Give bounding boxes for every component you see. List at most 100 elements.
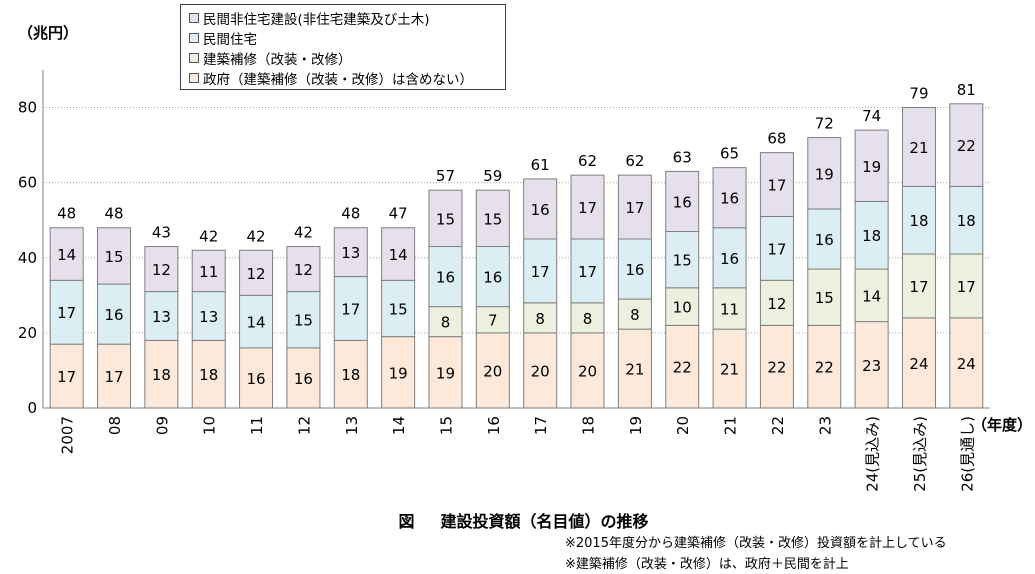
total-label: 48 — [341, 205, 360, 223]
x-tick-label: 12 — [295, 416, 313, 435]
data-label-government: 20 — [483, 362, 502, 380]
data-label-non_residential: 15 — [436, 210, 455, 228]
bar-segment-non_residential — [49, 227, 84, 281]
data-label-government: 16 — [247, 370, 266, 388]
y-axis-unit: （兆円） — [18, 24, 79, 42]
bar-segment-government — [759, 324, 794, 409]
data-label-residential: 17 — [578, 263, 597, 281]
bar-segment-non_residential — [901, 107, 936, 187]
x-tick-label: 09 — [153, 416, 171, 435]
data-label-government: 24 — [957, 355, 976, 373]
bar-segment-non_residential — [807, 137, 842, 210]
data-label-non_residential: 11 — [199, 263, 218, 281]
x-tick-label: 16 — [485, 416, 503, 435]
x-tick-label: 22 — [769, 416, 787, 435]
data-label-repair: 8 — [441, 314, 451, 332]
data-label-repair: 10 — [673, 299, 692, 317]
bar-segment-government — [901, 317, 936, 409]
legend-label: 民間住宅 — [203, 32, 257, 48]
x-tick-label: 2007 — [59, 416, 77, 454]
y-tick-label: 60 — [18, 174, 37, 192]
data-label-non_residential: 17 — [625, 199, 644, 217]
bar-segment-government — [144, 339, 179, 409]
data-label-residential: 17 — [531, 263, 550, 281]
figure-label: 図 — [398, 512, 415, 531]
legend-swatch — [189, 33, 199, 43]
total-label: 63 — [673, 148, 692, 166]
bar-segment-government — [239, 347, 274, 409]
bar-segment-residential — [239, 294, 274, 349]
bar-segment-residential — [191, 291, 226, 341]
bar-segment-residential — [381, 279, 416, 338]
bar-segment-non_residential — [333, 227, 368, 278]
bar-segment-non_residential — [523, 178, 558, 240]
x-tick-label: 21 — [722, 416, 740, 435]
data-label-government: 23 — [862, 357, 881, 375]
bar-segment-residential — [949, 185, 984, 255]
data-label-government: 20 — [531, 362, 550, 380]
data-label-repair: 14 — [862, 287, 881, 305]
bar-segment-residential — [807, 208, 842, 270]
bar-segment-residential — [570, 238, 605, 304]
x-tick-label: 23 — [816, 416, 834, 435]
data-label-non_residential: 12 — [247, 265, 266, 283]
total-label: 65 — [720, 145, 739, 163]
data-label-non_residential: 22 — [957, 137, 976, 155]
bar-segment-government — [854, 321, 889, 409]
total-label: 81 — [957, 81, 976, 99]
y-tick-label: 20 — [18, 324, 37, 342]
bar-segment-residential — [759, 215, 794, 281]
data-label-government: 18 — [152, 366, 171, 384]
data-label-residential: 16 — [720, 250, 739, 268]
data-label-residential: 18 — [957, 212, 976, 230]
bar-segment-government — [191, 339, 226, 409]
bar-segment-non_residential — [144, 246, 179, 293]
data-label-repair: 8 — [630, 306, 640, 324]
bar-segment-government — [428, 336, 463, 409]
bar-segment-repair — [475, 306, 510, 334]
total-label: 48 — [104, 205, 123, 223]
bar-segment-non_residential — [286, 246, 321, 293]
y-tick-label: 80 — [18, 99, 37, 117]
x-tick-label: 14 — [390, 416, 408, 435]
x-tick-label: 10 — [201, 416, 219, 435]
x-tick-label: 17 — [532, 416, 550, 435]
data-label-government: 17 — [57, 368, 76, 386]
data-label-residential: 17 — [57, 304, 76, 322]
data-label-residential: 16 — [625, 261, 644, 279]
legend-item-repair: 建築補修（改装・改修） — [189, 48, 505, 68]
total-label: 57 — [436, 167, 455, 185]
bar-segment-non_residential — [475, 189, 510, 248]
legend-item-non_residential: 民間非住宅建設(非住宅建築及び土木) — [189, 8, 505, 28]
data-label-repair: 15 — [815, 289, 834, 307]
data-label-non_residential: 12 — [294, 261, 313, 279]
footnote-1: ※2015年度分から建築補修（改装・改修）投資額を計上している — [565, 536, 947, 551]
bar-segment-residential — [712, 227, 747, 289]
x-tick-label: 20 — [674, 416, 692, 435]
bar-segment-non_residential — [712, 167, 747, 229]
data-label-residential: 14 — [247, 314, 266, 332]
bar-segment-government — [381, 336, 416, 409]
total-label: 72 — [815, 115, 834, 133]
x-tick-label: 25(見込み) — [911, 416, 929, 492]
data-label-non_residential: 12 — [152, 261, 171, 279]
bar-segment-non_residential — [97, 227, 132, 285]
bar-segment-residential — [617, 238, 652, 300]
bar-segment-non_residential — [759, 152, 794, 217]
data-label-non_residential: 14 — [57, 246, 76, 264]
data-label-government: 24 — [909, 355, 928, 373]
bar-segment-non_residential — [665, 170, 700, 232]
x-tick-label: 26(見通し) — [958, 416, 976, 492]
data-label-residential: 13 — [152, 308, 171, 326]
data-label-residential: 16 — [483, 269, 502, 287]
bar-segment-repair — [665, 287, 700, 326]
total-label: 68 — [767, 130, 786, 148]
data-label-repair: 8 — [583, 310, 593, 328]
data-label-residential: 17 — [767, 240, 786, 258]
data-label-government: 21 — [720, 361, 739, 379]
legend-swatch — [189, 53, 199, 63]
data-label-non_residential: 19 — [815, 165, 834, 183]
bar-segment-government — [712, 328, 747, 409]
data-label-government: 16 — [294, 370, 313, 388]
total-label: 62 — [625, 152, 644, 170]
